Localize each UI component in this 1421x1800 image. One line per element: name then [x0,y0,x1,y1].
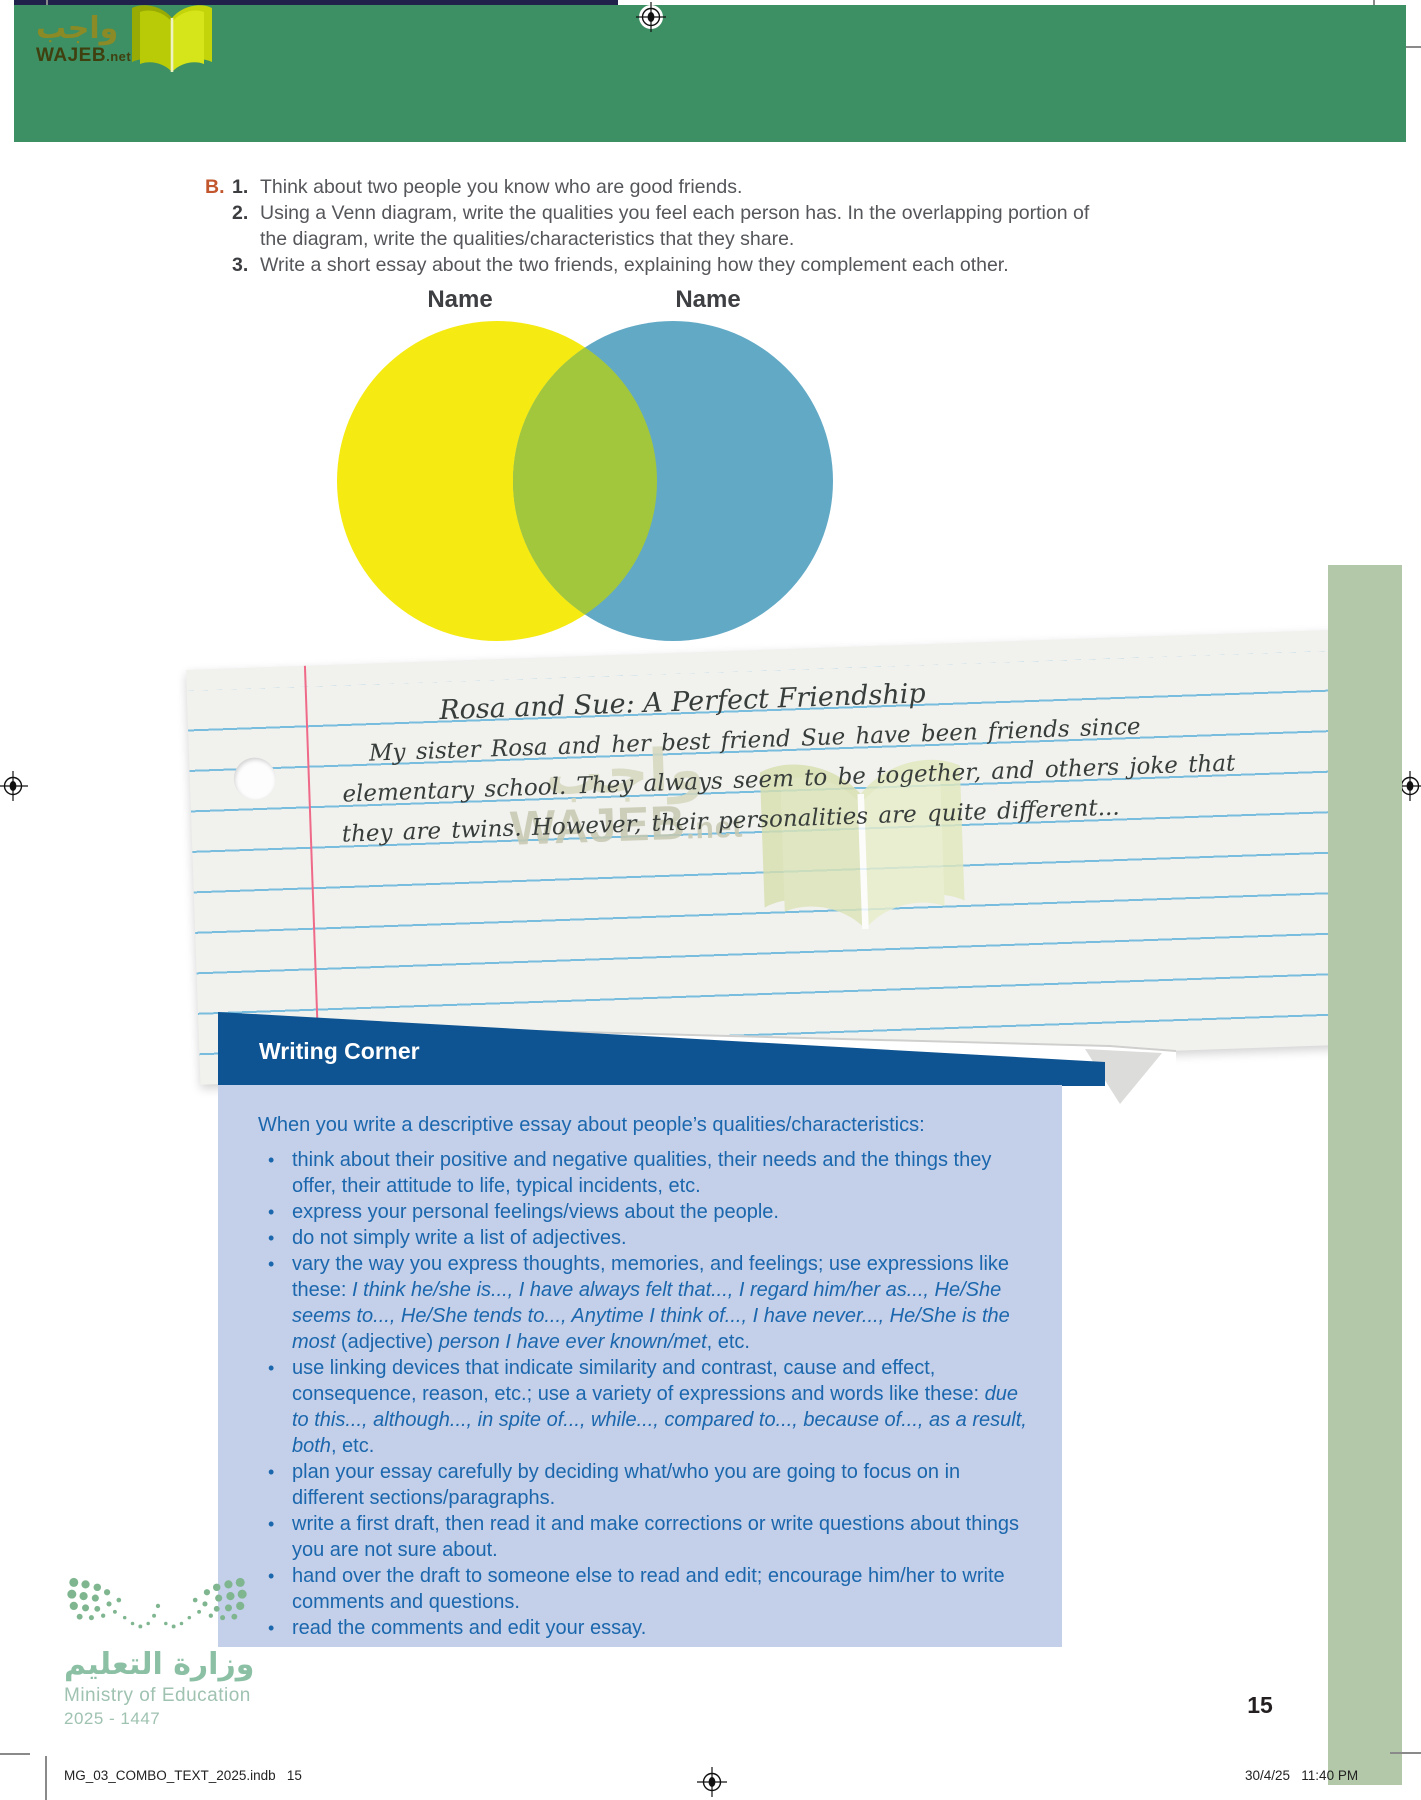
writing-corner-bullet: hand over the draft to someone else to r… [258,1563,1032,1615]
venn-right-name-label: Name [675,286,741,313]
wajeb-arabic-label: واجب [36,11,119,46]
ministry-arabic-label: وزارة التعليم [64,1647,255,1682]
crop-mark [1390,1752,1421,1754]
writing-corner-bullet: vary the way you express thoughts, memor… [258,1251,1032,1355]
registration-mark [636,2,666,32]
registration-mark [1395,771,1421,801]
exercise-instructions: B. 1. Think about two people you know wh… [205,174,1105,278]
item-number: 1. [232,176,249,198]
footer-timestamp: 30/4/25 11:40 PM [1245,1768,1359,1783]
writing-corner-panel: When you write a descriptive essay about… [218,1085,1062,1647]
header-band [14,5,1406,142]
item-text: Write a short essay about the two friend… [260,254,1009,276]
registration-mark [0,771,28,801]
exercise-item: B. 1. Think about two people you know wh… [205,174,1105,200]
top-dark-bar [14,0,618,5]
ministry-years-label: 2025 - 1447 [64,1709,161,1728]
ministry-english-label: Ministry of Education [64,1685,251,1706]
paper-tear-flap [1085,1049,1162,1104]
exercise-item: 2. Using a Venn diagram, write the quali… [205,200,1105,252]
exercise-item: 3. Write a short essay about the two fri… [205,252,1105,278]
registration-mark [697,1767,727,1797]
writing-corner-bullet: write a first draft, then read it and ma… [258,1511,1032,1563]
writing-corner-bullet: plan your essay carefully by deciding wh… [258,1459,1032,1511]
wajeb-logo: واجب WAJEB.net [34,5,234,84]
sidebar-color-strip [1328,565,1402,1785]
ministry-logo-dots [67,1577,247,1629]
wajeb-latin-label: WAJEB.net [36,45,132,66]
venn-left-name-label: Name [427,286,493,313]
crop-mark [45,1756,47,1800]
writing-corner-intro: When you write a descriptive essay about… [258,1114,925,1136]
item-text: Using a Venn diagram, write the qualitie… [260,202,1090,250]
exercise-label: B. [205,176,225,198]
notebook-paper: واجب WAJEB.net Rosa and Sue: A Perfect F… [186,629,1360,1085]
writing-corner-bullet: express your personal feelings/views abo… [258,1199,1032,1225]
item-text: Think about two people you know who are … [260,176,743,198]
page-number: 15 [1247,1692,1273,1718]
item-number: 3. [232,254,249,276]
item-number: 2. [232,202,249,224]
watermark-book-icon [759,759,965,930]
writing-corner-bullet: do not simply write a list of adjectives… [258,1225,1032,1251]
writing-corner-bullet: think about their positive and negative … [258,1147,1032,1199]
venn-overlap [513,321,657,641]
writing-corner-title: Writing Corner [259,1038,420,1064]
writing-corner-bullet: read the comments and edit your essay. [258,1615,1032,1641]
ministry-logo: وزارة التعليم Ministry of Education 2025… [64,1572,324,1729]
writing-corner-bullet: use linking devices that indicate simila… [258,1355,1032,1459]
crop-mark [0,1753,30,1755]
footer-file-info: MG_03_COMBO_TEXT_2025.indb 15 [64,1768,302,1783]
venn-diagram [337,321,833,641]
open-book-icon [132,5,212,72]
writing-corner-list: think about their positive and negative … [258,1147,1032,1641]
